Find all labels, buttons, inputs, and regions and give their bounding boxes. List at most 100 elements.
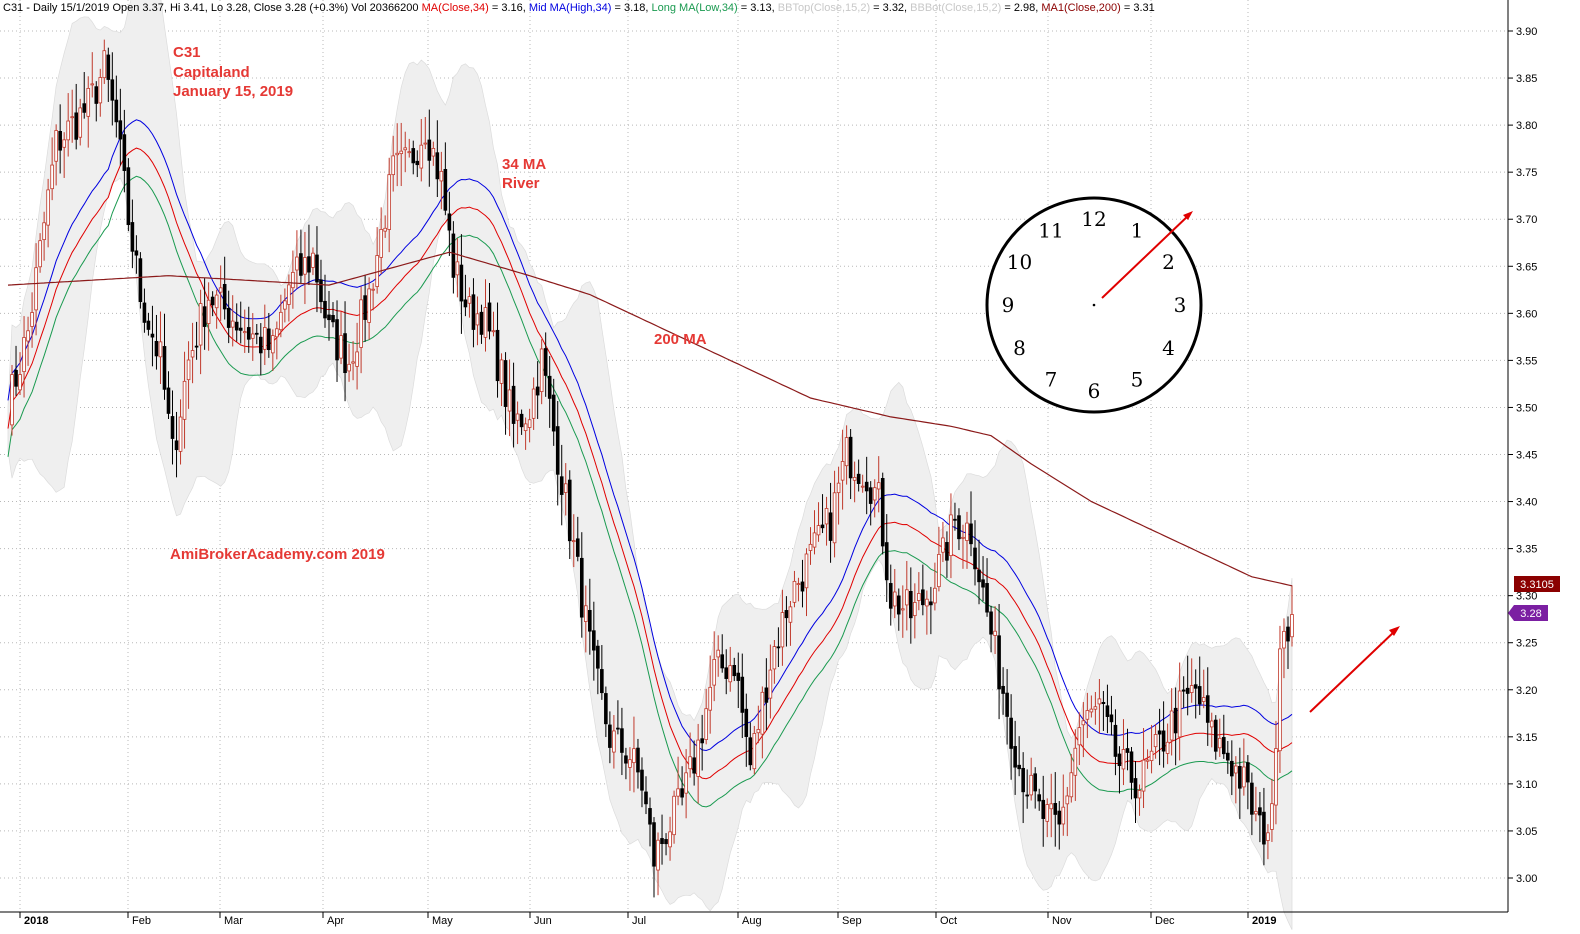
- candle-body: [1061, 806, 1066, 825]
- header-part: MA1(Close,200): [1041, 2, 1120, 14]
- candle-body: [752, 733, 757, 770]
- candle: [447, 191, 452, 256]
- candle: [102, 39, 107, 84]
- candle-body: [800, 581, 805, 592]
- candle-body: [824, 508, 829, 525]
- candle: [126, 158, 131, 232]
- candle: [579, 532, 584, 638]
- candle-body: [1246, 762, 1250, 783]
- candle-body: [1093, 706, 1098, 710]
- candle-body: [1282, 630, 1286, 649]
- candle: [664, 833, 668, 856]
- candle: [483, 279, 488, 352]
- candle: [945, 531, 949, 578]
- candle: [22, 316, 26, 398]
- candle: [463, 274, 468, 317]
- candle: [379, 207, 383, 274]
- candle: [70, 89, 75, 143]
- candle-body: [507, 389, 512, 412]
- candle: [1258, 791, 1262, 843]
- candle: [142, 288, 147, 333]
- candle: [880, 472, 885, 555]
- candle-body: [323, 300, 327, 319]
- candle: [752, 725, 757, 775]
- y-tick-label: 3.10: [1516, 779, 1537, 791]
- candle: [1286, 616, 1290, 669]
- clock-number: 8: [1013, 336, 1026, 360]
- candle: [1029, 757, 1033, 801]
- candle-body: [696, 739, 700, 777]
- candle-body: [1266, 832, 1270, 841]
- candle-body: [459, 264, 464, 302]
- candle: [744, 693, 749, 767]
- candle-body: [58, 130, 62, 151]
- candle: [1101, 691, 1106, 731]
- candle-body: [1201, 697, 1206, 702]
- candle-body: [888, 583, 893, 609]
- candle: [888, 564, 893, 626]
- candle: [202, 278, 207, 350]
- candle: [812, 510, 817, 555]
- candle: [238, 301, 243, 344]
- candle-body: [18, 374, 22, 391]
- candle-body: [1254, 811, 1258, 815]
- candle-body: [680, 788, 684, 798]
- candle-body: [118, 120, 123, 140]
- x-tick-label: Mar: [224, 915, 243, 927]
- candle: [957, 508, 961, 551]
- candle-body: [483, 307, 488, 338]
- x-tick-label: Jun: [534, 915, 552, 927]
- candle: [1117, 746, 1122, 794]
- candle-body: [953, 518, 957, 521]
- candle-body: [812, 532, 817, 548]
- candle: [728, 646, 733, 692]
- candle-body: [146, 320, 151, 330]
- candle: [1041, 775, 1046, 847]
- candle-body: [331, 315, 335, 323]
- candle: [788, 600, 793, 646]
- candle: [371, 283, 375, 311]
- candle-body: [724, 667, 729, 679]
- candle-body: [989, 611, 993, 635]
- candle: [917, 572, 921, 611]
- candle-body: [14, 369, 18, 387]
- candle: [78, 98, 83, 146]
- candle-body: [531, 388, 536, 419]
- candle: [146, 312, 151, 336]
- header-part: = 3.13,: [738, 2, 778, 14]
- candle-body: [788, 606, 793, 623]
- candle-body: [439, 170, 444, 182]
- candle-body: [876, 482, 881, 490]
- candle-body: [1230, 760, 1234, 777]
- y-tick-label: 3.35: [1516, 544, 1537, 556]
- candle: [824, 496, 829, 546]
- candle: [688, 732, 692, 778]
- candle: [949, 493, 953, 579]
- candle-body: [515, 413, 520, 421]
- candle-body: [756, 729, 761, 734]
- candle-body: [792, 580, 797, 603]
- candle-body: [190, 350, 195, 358]
- grid: [0, 0, 1508, 912]
- candle: [656, 832, 660, 896]
- candle-body: [1073, 747, 1078, 776]
- candle: [708, 655, 712, 734]
- candle-body: [234, 321, 239, 331]
- candle: [756, 705, 761, 744]
- candle-body: [22, 337, 26, 372]
- ma200-line: [7, 251, 1293, 587]
- candle-body: [10, 374, 14, 426]
- candle-body: [1250, 782, 1254, 815]
- candle-body: [126, 167, 131, 226]
- candle: [1177, 662, 1182, 761]
- candle-body: [1133, 778, 1138, 799]
- candle: [158, 311, 163, 385]
- candle: [30, 292, 34, 348]
- candle: [997, 603, 1001, 720]
- y-tick-label: 3.70: [1516, 214, 1537, 226]
- candle-body: [351, 361, 355, 364]
- candle: [820, 494, 825, 534]
- candle: [110, 52, 115, 126]
- candle-body: [38, 240, 42, 268]
- candle: [222, 256, 227, 320]
